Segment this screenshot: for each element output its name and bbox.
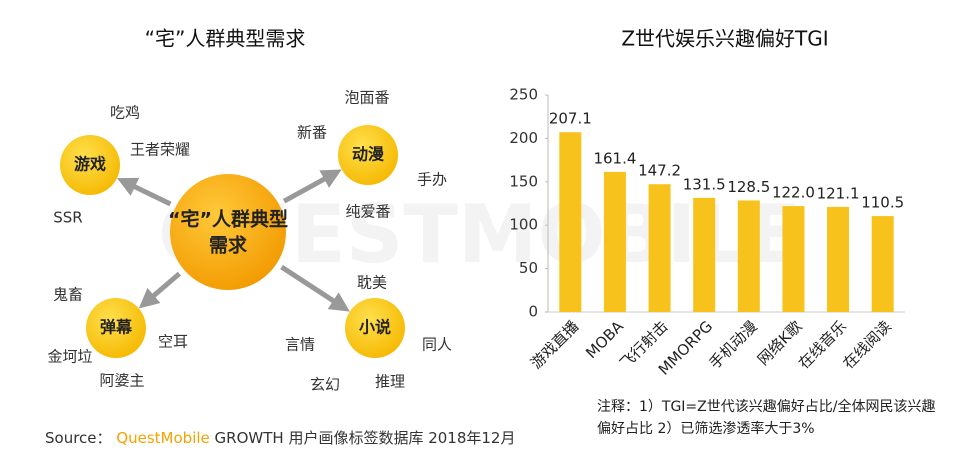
leaf-label: SSR bbox=[53, 209, 82, 227]
arrow bbox=[138, 271, 182, 309]
diagram-title: “宅”人群典型需求 bbox=[145, 27, 306, 51]
value-label: 147.2 bbox=[638, 162, 681, 180]
y-tick-label: 100 bbox=[509, 216, 538, 234]
leaf-label: 空耳 bbox=[158, 333, 188, 351]
value-label: 122.0 bbox=[772, 184, 815, 202]
leaf-label: 言情 bbox=[285, 336, 315, 354]
node-label: 小说 bbox=[359, 318, 391, 337]
bar bbox=[737, 200, 760, 312]
source-brand: QuestMobile bbox=[116, 429, 210, 447]
bar bbox=[871, 216, 894, 312]
note: 注释：1）TGI=Z世代该兴趣偏好占比/全体网民该兴趣偏好占比 2）已筛选渗透率… bbox=[597, 399, 936, 437]
leaf-label: 阿婆主 bbox=[99, 372, 144, 390]
chart-title: Z世代娱乐兴趣偏好TGI bbox=[621, 27, 828, 51]
leaf-label: 推理 bbox=[375, 373, 405, 391]
bar bbox=[648, 184, 671, 312]
x-tick-label: 手机动漫 bbox=[706, 317, 761, 372]
bar bbox=[827, 206, 850, 312]
value-label: 110.5 bbox=[861, 194, 904, 212]
node bbox=[60, 135, 120, 195]
node bbox=[338, 125, 398, 185]
arrow bbox=[282, 169, 342, 204]
leaf-label: 吃鸡 bbox=[110, 104, 140, 122]
bar bbox=[559, 132, 582, 312]
leaf-label: 新番 bbox=[297, 124, 327, 142]
y-tick-label: 250 bbox=[509, 86, 538, 104]
value-label: 161.4 bbox=[593, 149, 636, 167]
x-tick-label: 在线阅读 bbox=[840, 317, 895, 372]
y-tick-label: 150 bbox=[509, 172, 538, 190]
source-text: GROWTH 用户画像标签数据库 2018年12月 bbox=[214, 429, 516, 447]
leaf-label: 玄幻 bbox=[310, 376, 340, 394]
leaf-label: 手办 bbox=[417, 171, 447, 189]
y-tick-label: 0 bbox=[528, 303, 538, 321]
leaf-label: 纯爱番 bbox=[345, 203, 390, 221]
y-tick-label: 50 bbox=[519, 259, 538, 277]
bar bbox=[693, 197, 716, 312]
value-label: 207.1 bbox=[549, 110, 592, 128]
node-label: 动漫 bbox=[352, 145, 384, 164]
source-prefix: Source： bbox=[45, 429, 112, 447]
node-label: 游戏 bbox=[74, 155, 106, 174]
center-node bbox=[170, 174, 286, 290]
node-label: 弹幕 bbox=[100, 318, 133, 337]
node bbox=[345, 298, 405, 358]
x-tick-label: 在线音乐 bbox=[795, 317, 850, 372]
center-label: “宅”人群典型 bbox=[168, 208, 288, 231]
node bbox=[86, 298, 146, 358]
value-label: 131.5 bbox=[683, 175, 726, 193]
value-label: 128.5 bbox=[727, 178, 770, 196]
bar bbox=[603, 171, 626, 312]
y-tick-label: 200 bbox=[509, 129, 538, 147]
arrow bbox=[116, 177, 172, 207]
leaf-label: 金坷垃 bbox=[47, 348, 92, 366]
source: Source： QuestMobile GROWTH 用户画像标签数据库 201… bbox=[45, 427, 515, 448]
value-label: 121.1 bbox=[817, 184, 860, 202]
bar bbox=[782, 206, 805, 312]
leaf-label: 鬼畜 bbox=[53, 286, 83, 304]
leaf-label: 王者荣耀 bbox=[130, 141, 190, 159]
center-label: 需求 bbox=[209, 234, 248, 257]
leaf-label: 同人 bbox=[422, 336, 452, 354]
leaf-label: 泡面番 bbox=[344, 89, 389, 107]
leaf-label: 耽美 bbox=[357, 274, 387, 292]
x-tick-label: 游戏直播 bbox=[527, 317, 582, 372]
arrow bbox=[280, 264, 350, 312]
